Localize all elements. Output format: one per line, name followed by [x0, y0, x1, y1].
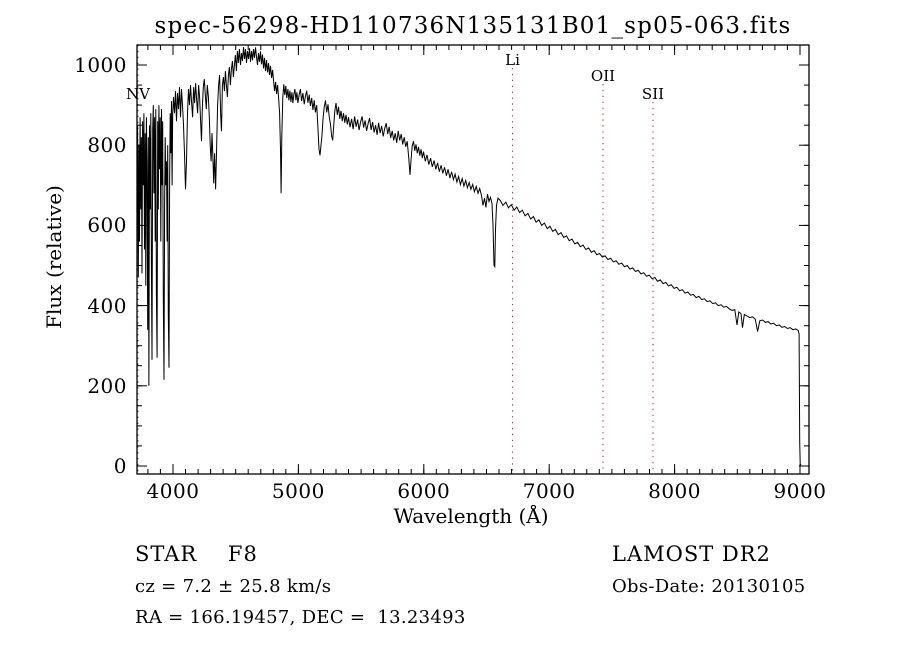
- object-class-label: STAR F8: [135, 542, 258, 566]
- x-axis-label: Wavelength (Å): [393, 504, 549, 528]
- y-tick-label: 600: [87, 213, 127, 238]
- survey-label: LAMOST DR2: [612, 542, 771, 566]
- y-tick-label: 1000: [74, 53, 127, 78]
- obs-date: Obs-Date: 20130105: [612, 576, 806, 597]
- x-tick-label: 4000: [146, 479, 200, 503]
- y-tick-label: 800: [87, 133, 127, 158]
- spectral-line-label-oii: OII: [590, 67, 616, 85]
- plot-title: spec-56298-HD110736N135131B01_sp05-063.f…: [154, 13, 792, 39]
- plot-frame: [136, 44, 810, 475]
- y-tick-label: 0: [113, 453, 127, 478]
- spectrum-trace: [136, 46, 802, 466]
- x-tick-label: 6000: [397, 479, 451, 503]
- x-tick-label: 8000: [648, 479, 702, 503]
- cz-value: cz = 7.2 ± 25.8 km/s: [135, 576, 332, 597]
- y-tick-label: 400: [87, 293, 127, 318]
- y-tick-label: 200: [87, 373, 127, 398]
- x-tick-label: 5000: [271, 479, 325, 503]
- spectral-line-label-sii: SII: [641, 85, 665, 103]
- x-tick-label: 9000: [773, 479, 827, 503]
- x-tick-label: 7000: [522, 479, 576, 503]
- spectral-line-label-nv: NV: [126, 85, 150, 103]
- spectral-line-label-li: Li: [505, 51, 520, 69]
- ra-dec-coords: RA = 166.19457, DEC = 13.23493: [135, 607, 466, 628]
